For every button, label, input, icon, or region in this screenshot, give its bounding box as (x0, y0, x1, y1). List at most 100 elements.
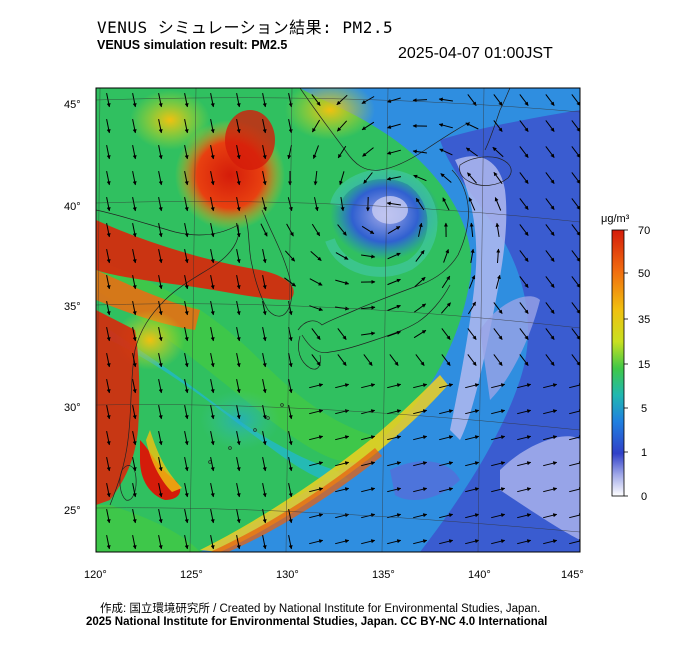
wind-arrow (413, 539, 428, 545)
wind-arrow (519, 328, 529, 340)
wind-arrow (519, 276, 529, 288)
wind-arrow (571, 302, 580, 314)
wind-arrow (441, 275, 451, 289)
wind-arrow (467, 328, 477, 340)
wind-arrow (543, 409, 558, 415)
wind-arrow (184, 509, 189, 524)
wind-arrow (184, 223, 189, 238)
wind-arrow (543, 383, 558, 389)
wind-arrow (517, 435, 532, 441)
lon-label: 135° (372, 569, 395, 581)
wind-arrow (386, 176, 401, 181)
wind-arrow (236, 379, 241, 394)
wind-arrow (106, 301, 111, 316)
wind-arrow (184, 275, 189, 290)
wind-arrow (260, 223, 268, 237)
wind-arrow (312, 145, 319, 159)
title-en: VENUS simulation result: PM2.5 (97, 38, 288, 52)
wind-arrow (158, 275, 163, 290)
colorbar-tick: 35 (638, 314, 650, 326)
wind-arrow (545, 172, 555, 184)
wind-arrow (132, 275, 137, 290)
wind-arrow (519, 172, 529, 184)
colorbar-tick: 5 (641, 403, 647, 415)
wind-arrow (262, 353, 267, 368)
lon-label: 125° (180, 569, 203, 581)
wind-arrow (132, 197, 137, 212)
wind-arrow (132, 171, 137, 186)
wind-arrow (386, 201, 401, 206)
wind-arrow (543, 461, 558, 467)
wind-arrow (415, 197, 425, 211)
wind-arrow (236, 249, 241, 264)
wind-arrow (440, 173, 452, 183)
wind-arrow (517, 383, 532, 389)
wind-arrow (184, 327, 189, 342)
wind-arrow (519, 302, 529, 314)
wind-arrow (467, 301, 477, 315)
colorbar-gradient (611, 229, 625, 497)
wind-arrow (361, 513, 376, 519)
wind-arrow (571, 94, 580, 106)
wind-arrow (184, 535, 189, 550)
title-jp: VENUS シミュレーション結果: PM2.5 (97, 18, 394, 37)
wind-arrow (465, 513, 480, 519)
wind-arrow (465, 461, 480, 467)
wind-arrow (311, 354, 321, 366)
wind-arrow (106, 249, 111, 264)
wind-arrow (288, 405, 293, 420)
wind-arrow (387, 487, 402, 493)
wind-arrow (106, 457, 111, 472)
colorbar-tick: 50 (638, 268, 650, 280)
wind-arrow (387, 409, 402, 415)
wind-arrow (491, 539, 506, 545)
wind-arrow (309, 278, 323, 286)
wind-arrow (236, 535, 241, 550)
wind-arrow (335, 383, 350, 389)
wind-arrow (340, 197, 345, 212)
wind-arrow (132, 509, 137, 524)
wind-arrow (467, 172, 477, 184)
wind-arrow (571, 328, 580, 340)
license-text: 2025 National Institute for Environmenta… (86, 616, 548, 628)
wind-arrow (236, 431, 241, 446)
wind-arrow (413, 383, 428, 389)
wind-arrow (184, 249, 189, 264)
wind-arrow (418, 222, 423, 237)
wind-arrow (210, 93, 215, 108)
wind-arrow (158, 535, 163, 550)
credit-text: 作成: 国立環境研究所 / Created by National Instit… (100, 603, 541, 615)
wind-arrow (106, 93, 111, 108)
lat-label: 30° (64, 402, 81, 414)
colorbar-tick: 15 (638, 359, 650, 371)
wind-arrow (210, 327, 215, 342)
wind-arrow (439, 539, 454, 545)
wind-arrow (387, 304, 401, 311)
wind-arrow (465, 539, 480, 545)
wind-arrow (569, 435, 580, 441)
concentration-field (96, 88, 580, 552)
wind-arrow (309, 383, 324, 389)
wind-arrow (465, 122, 479, 130)
wind-arrow (467, 354, 477, 366)
wind-arrow (210, 275, 215, 290)
wind-arrow (493, 328, 503, 340)
wind-arrow (106, 405, 111, 420)
wind-arrow (158, 457, 163, 472)
wind-arrow (184, 353, 189, 368)
wind-arrow (309, 409, 324, 415)
wind-arrow (210, 249, 215, 264)
wind-arrow (184, 171, 189, 186)
wind-arrow (545, 250, 555, 262)
wind-arrow (569, 513, 580, 519)
wind-arrow (236, 457, 241, 472)
wind-arrow (495, 222, 500, 237)
pm25-map: 120° 125° 130° 135° 140° 145° 45° 40° 35… (64, 87, 650, 581)
wind-arrow (210, 145, 215, 160)
wind-arrow (545, 94, 555, 106)
wind-arrow (389, 354, 399, 366)
wind-arrow (132, 379, 137, 394)
wind-arrow (441, 302, 451, 314)
wind-arrow (386, 123, 401, 129)
wind-arrow (337, 224, 347, 236)
